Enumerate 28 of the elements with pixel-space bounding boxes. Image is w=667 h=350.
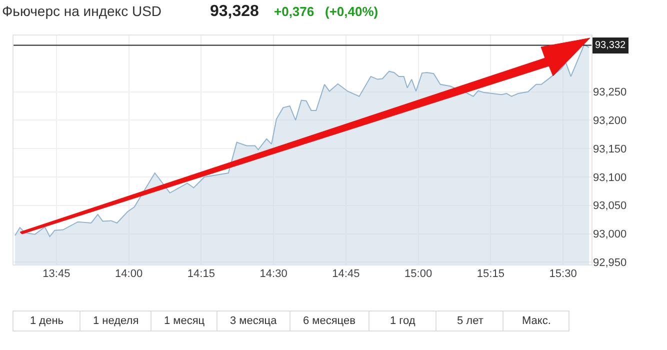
x-tick-label: 15:30 — [549, 268, 577, 280]
y-tick-label: 93,000 — [593, 228, 627, 241]
x-tick-label: 13:45 — [42, 268, 70, 280]
text: 5 лет — [457, 315, 484, 327]
y-tick-label: 93,100 — [593, 172, 627, 184]
ref-line-label: 93,332 — [595, 40, 626, 51]
chart-title: Фьючерс на индекс USD — [2, 3, 162, 19]
y-tick-label: 93,200 — [593, 115, 627, 128]
text: 1 день — [30, 315, 64, 327]
text: 1 месяц — [164, 315, 206, 327]
x-tick-label: 14:15 — [187, 268, 215, 280]
text: 1 неделя — [93, 315, 139, 327]
x-tick-label: 15:15 — [476, 268, 504, 280]
y-tick-label: 93,250 — [593, 86, 627, 99]
text: 3 месяца — [230, 315, 278, 327]
x-tick-label: 14:30 — [260, 268, 288, 280]
y-tick-label: 93,050 — [593, 200, 627, 212]
text: 93,328 — [210, 3, 260, 20]
text: Макс. — [522, 315, 551, 327]
text: 6 месяцев — [303, 315, 356, 327]
x-tick-label: 15:00 — [404, 268, 432, 280]
y-tick-label: 92,950 — [593, 257, 627, 270]
y-tick-label: 93,150 — [593, 143, 627, 156]
x-tick-label: 14:00 — [115, 268, 143, 280]
text: (+0,40%) — [325, 4, 378, 19]
text: 1 год — [390, 315, 416, 327]
text: +0,376 — [274, 4, 314, 19]
x-tick-label: 14:45 — [332, 268, 360, 280]
